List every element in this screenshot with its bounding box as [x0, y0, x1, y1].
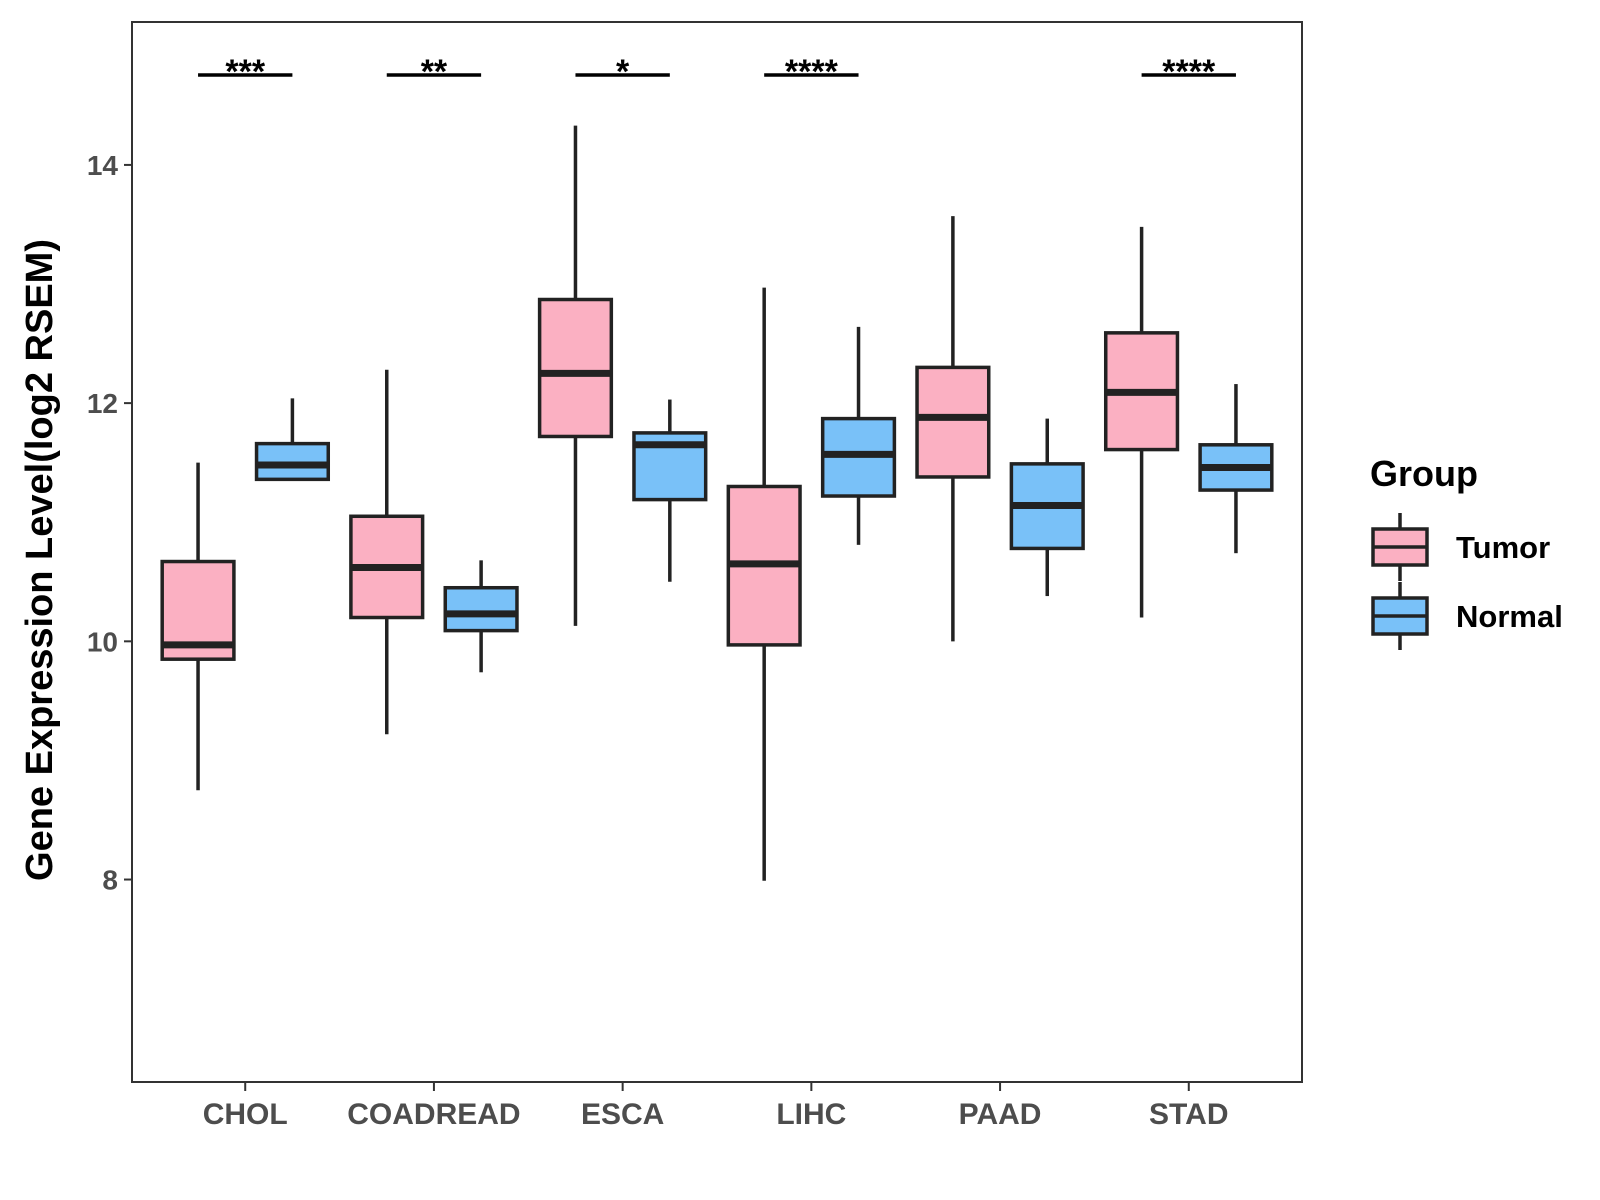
y-axis-title: Gene Expression Level(log2 RSEM) — [19, 239, 61, 881]
box-lihc-normal — [820, 326, 897, 545]
significance-label: * — [616, 53, 630, 91]
x-tick-label: PAAD — [959, 1098, 1042, 1131]
significance-esca: * — [575, 53, 670, 91]
significance-chol: *** — [198, 53, 293, 91]
box-body — [443, 585, 519, 633]
axes: 8 10 12 14 CHOL COADREAD ESCA LIHC PAAD STAD — [87, 21, 1303, 1131]
significance-lihc: **** — [764, 53, 859, 91]
box-paad-tumor — [915, 216, 991, 642]
plot-area: *** ** * **** **** — [160, 53, 1274, 881]
y-tick-label: 10 — [87, 626, 118, 657]
box-body — [915, 365, 991, 479]
x-tick-label: STAD — [1149, 1098, 1228, 1131]
significance-label: *** — [225, 53, 265, 91]
significance-label: ** — [421, 53, 448, 91]
significance-label: **** — [1162, 53, 1216, 91]
box-coadread-normal — [443, 560, 519, 673]
legend: Group Tumor Normal — [1370, 453, 1563, 650]
box-chol-normal — [254, 398, 331, 482]
y-tick-label: 14 — [87, 150, 119, 181]
plot-border — [131, 21, 1303, 1083]
box-stad-normal — [1198, 384, 1274, 554]
y-tick-label: 8 — [102, 865, 118, 896]
box-esca-normal — [632, 399, 708, 582]
x-tick-label: COADREAD — [347, 1098, 520, 1131]
box-body — [537, 297, 614, 439]
box-lihc-tumor — [726, 287, 802, 881]
significance-label: **** — [785, 53, 839, 91]
x-tick-label: ESCA — [581, 1098, 664, 1131]
legend-item-tumor: Tumor — [1371, 513, 1550, 581]
box-chol-tumor — [160, 462, 236, 791]
box-paad-normal — [1009, 418, 1085, 597]
x-tick-label: LIHC — [776, 1098, 846, 1131]
legend-label: Tumor — [1456, 530, 1550, 565]
legend-item-normal: Normal — [1371, 582, 1563, 650]
x-tick-label: CHOL — [203, 1098, 288, 1131]
legend-title: Group — [1370, 453, 1478, 494]
box-coadread-tumor — [349, 369, 425, 735]
box-stad-tumor — [1103, 226, 1180, 618]
y-tick-label: 12 — [87, 388, 118, 419]
significance-stad: **** — [1141, 53, 1236, 91]
box-body — [254, 441, 331, 482]
significance-coadread: ** — [386, 53, 482, 91]
legend-label: Normal — [1456, 599, 1563, 634]
box-esca-tumor — [537, 125, 614, 626]
